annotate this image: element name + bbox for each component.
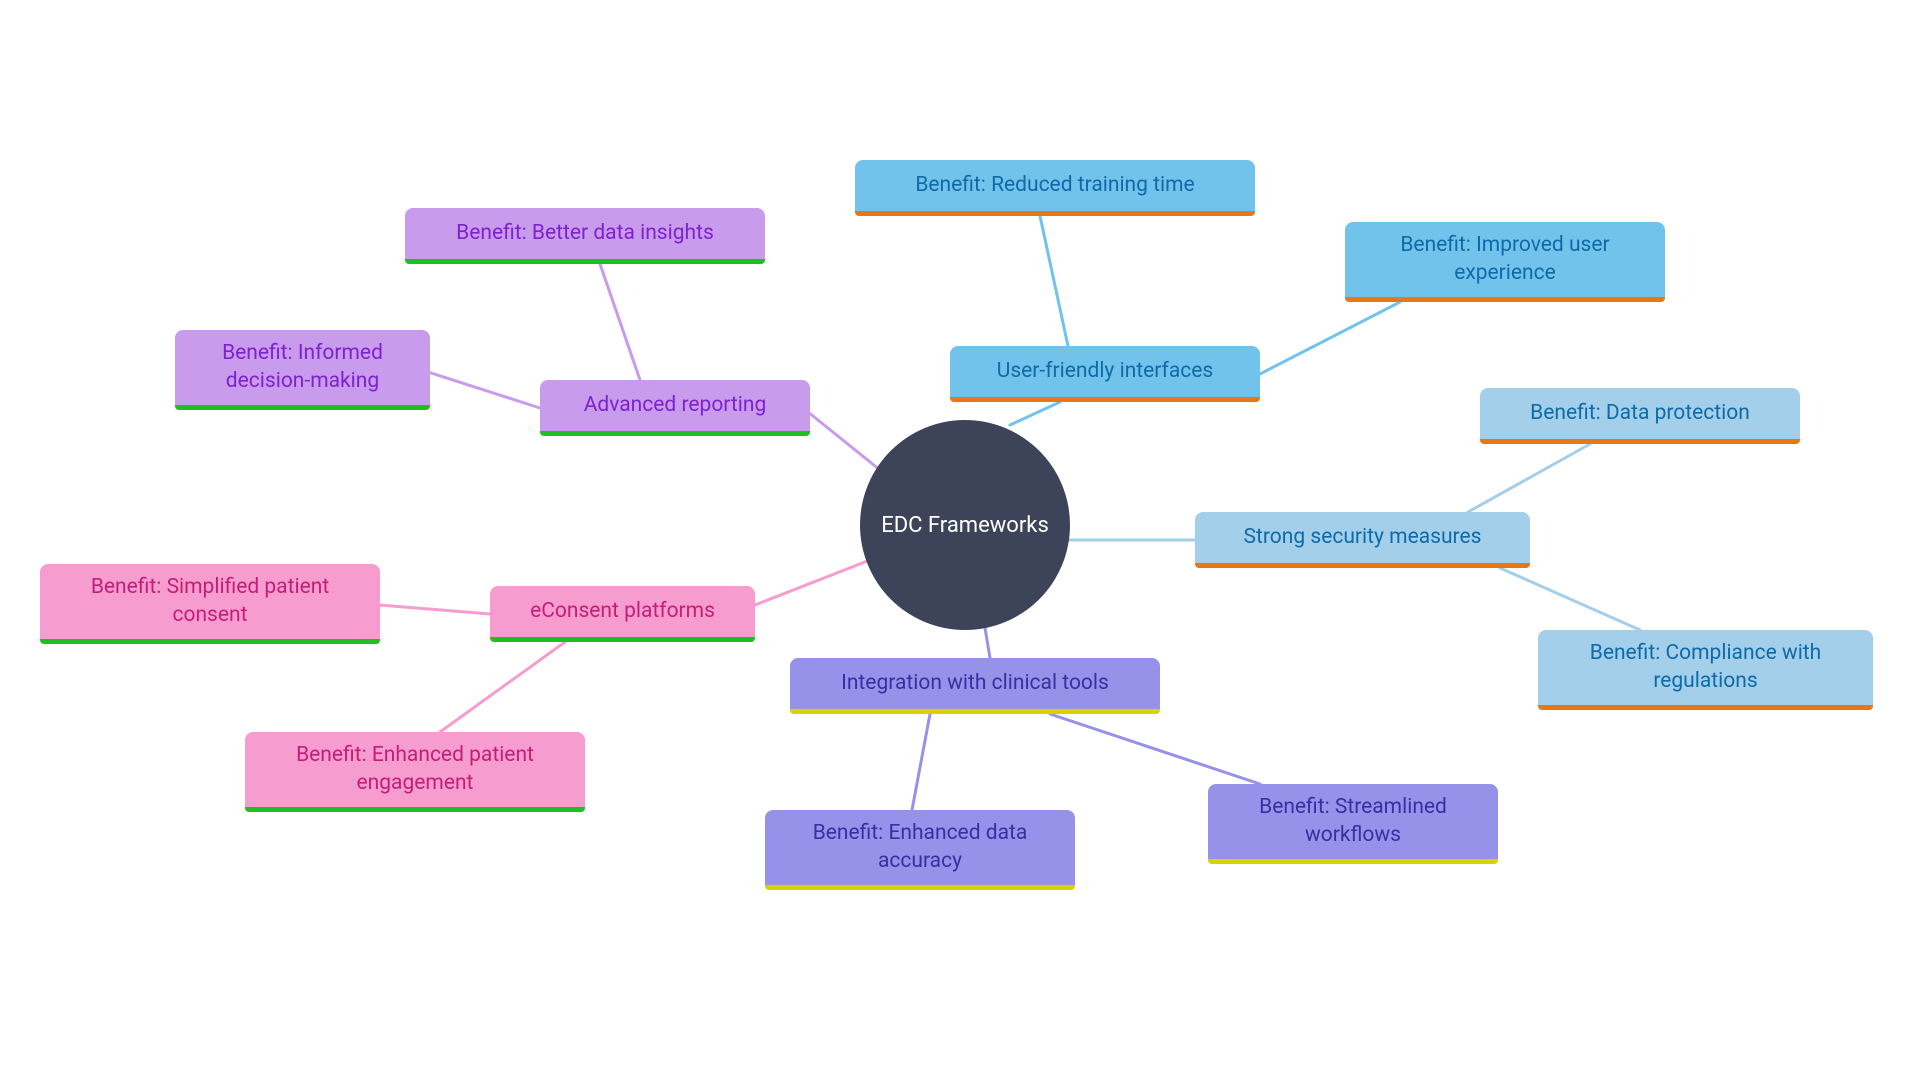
leaf-node-sec-b2: Benefit: Compliance withregulations [1538, 630, 1873, 710]
leaf-node-rep-b1: Benefit: Better data insights [405, 208, 765, 264]
center-node: EDC Frameworks [860, 420, 1070, 630]
leaf-node-econ-b1: Benefit: Simplified patientconsent [40, 564, 380, 644]
leaf-node-ui-b2: Benefit: Improved userexperience [1345, 222, 1665, 302]
leaf-node-sec-b1: Benefit: Data protection [1480, 388, 1800, 444]
leaf-node-ui-b1: Benefit: Reduced training time [855, 160, 1255, 216]
mindmap-canvas: EDC Frameworks User-friendly interfaces Be… [0, 0, 1920, 1080]
branch-node-ui: User-friendly interfaces [950, 346, 1260, 402]
leaf-node-econ-b2: Benefit: Enhanced patientengagement [245, 732, 585, 812]
branch-node-econ: eConsent platforms [490, 586, 755, 642]
leaf-node-int-b2: Benefit: Streamlinedworkflows [1208, 784, 1498, 864]
leaf-node-int-b1: Benefit: Enhanced dataaccuracy [765, 810, 1075, 890]
branch-node-sec: Strong security measures [1195, 512, 1530, 568]
branch-node-rep: Advanced reporting [540, 380, 810, 436]
leaf-node-rep-b2: Benefit: Informeddecision-making [175, 330, 430, 410]
branch-node-int: Integration with clinical tools [790, 658, 1160, 714]
